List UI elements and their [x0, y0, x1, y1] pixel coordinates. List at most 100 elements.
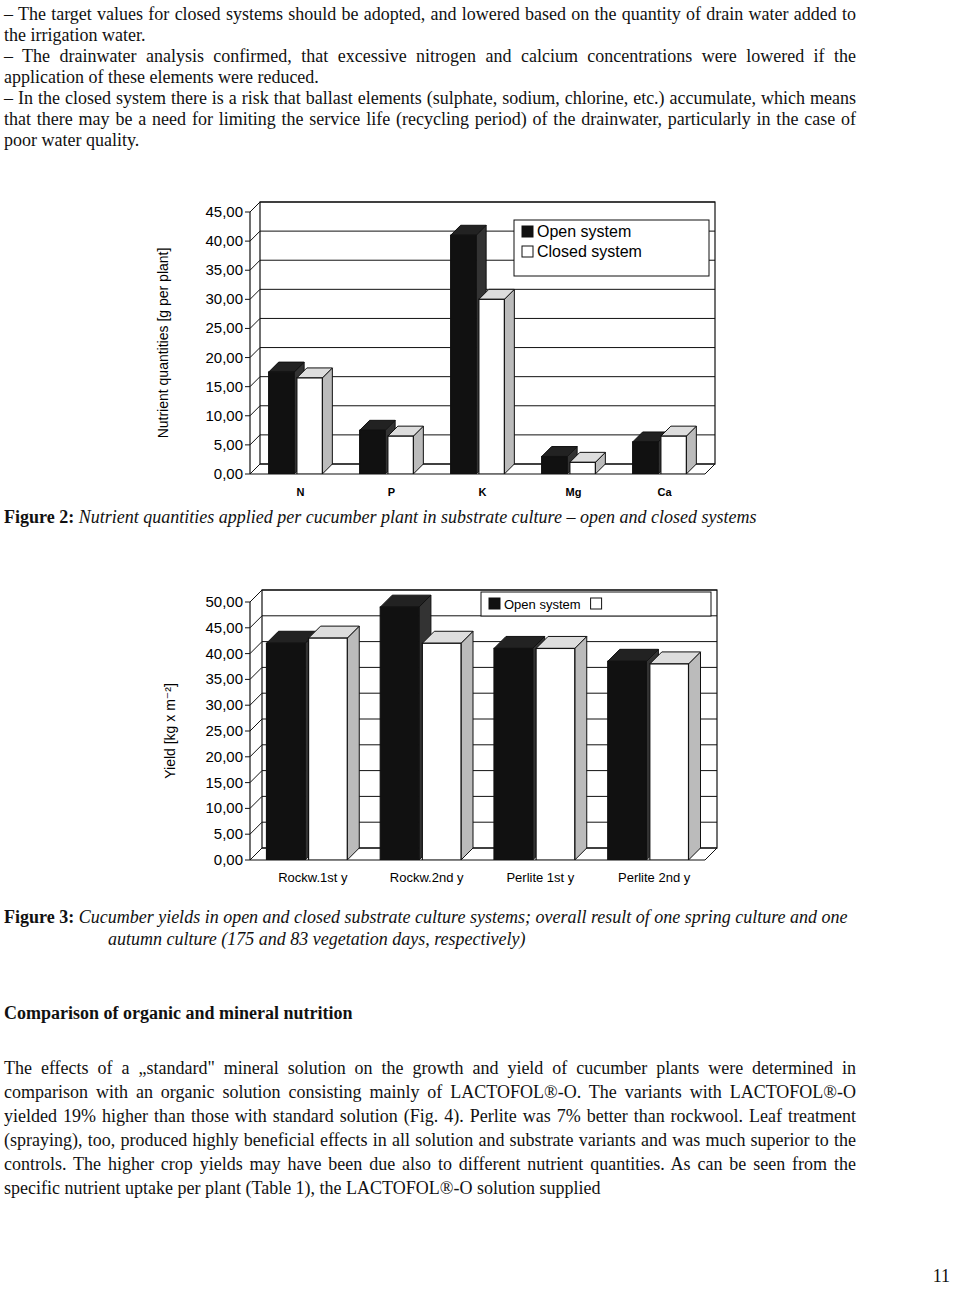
- tick-label: 20,00: [205, 748, 243, 765]
- tick-label: 10,00: [205, 799, 243, 816]
- bar: [536, 648, 575, 860]
- caption-label: Figure 3:: [4, 907, 74, 927]
- y-axis: [249, 212, 250, 474]
- caption-label: Figure 2:: [4, 507, 74, 527]
- axis-depth: [705, 848, 717, 860]
- tick: [245, 357, 250, 358]
- category-label: K: [479, 486, 487, 498]
- bar: [451, 235, 476, 474]
- bullet: – The target values for closed systems s…: [4, 4, 856, 46]
- bar-side: [689, 652, 701, 860]
- category-label: N: [297, 486, 305, 498]
- legend-label: Closed system: [537, 243, 642, 260]
- grid-line: [250, 719, 262, 731]
- tick-label: 35,00: [205, 670, 243, 687]
- grid-line: [250, 202, 260, 212]
- tick-label: 45,00: [205, 619, 243, 636]
- tick: [245, 731, 250, 732]
- bar-top: [360, 420, 395, 430]
- tick-label: 40,00: [205, 645, 243, 662]
- bar-top: [297, 368, 332, 378]
- tick: [245, 270, 250, 271]
- axis-depth: [705, 464, 715, 474]
- bar-top: [608, 649, 659, 661]
- grid-line: [250, 848, 262, 860]
- legend-box: [481, 592, 711, 616]
- bar-chart: 0,005,0010,0015,0020,0025,0030,0035,0040…: [150, 190, 740, 500]
- bar: [422, 643, 461, 860]
- category-label: Rockw.1st y: [278, 870, 348, 885]
- tick-label: 25,00: [205, 319, 243, 336]
- bar-top: [536, 636, 587, 648]
- bar: [479, 299, 504, 474]
- bar-top: [451, 225, 486, 235]
- grid-line: [250, 693, 262, 705]
- tick-label: 30,00: [205, 696, 243, 713]
- bar: [380, 607, 419, 860]
- axis-depth: [250, 848, 262, 860]
- legend-swatch: [591, 598, 602, 609]
- grid-line: [260, 202, 715, 203]
- tick-label: 25,00: [205, 722, 243, 739]
- tick: [245, 782, 250, 783]
- bar: [608, 661, 647, 860]
- bar: [297, 378, 322, 474]
- bullet: – In the closed system there is a risk t…: [4, 88, 856, 151]
- tick: [245, 808, 250, 809]
- tick-label: 0,00: [214, 851, 243, 868]
- bar: [570, 462, 595, 474]
- axis-label: Yield [kg x m⁻²]: [162, 683, 178, 779]
- tick-label: 45,00: [205, 203, 243, 220]
- grid-line: [250, 822, 262, 834]
- grid-line: [250, 796, 262, 808]
- grid-line: [250, 260, 260, 270]
- caption-text: Nutrient quantities applied per cucumber…: [74, 507, 756, 527]
- category-label: Mg: [566, 486, 582, 498]
- tick-label: 20,00: [205, 349, 243, 366]
- legend-label: Open system: [504, 597, 581, 612]
- tick: [245, 756, 250, 757]
- section-heading: Comparison of organic and mineral nutrit…: [4, 1003, 856, 1024]
- grid-line: [250, 590, 262, 602]
- bar-side: [347, 626, 359, 860]
- tick: [245, 328, 250, 329]
- bar-top: [542, 447, 577, 457]
- tick: [245, 474, 250, 475]
- bars: [266, 595, 700, 860]
- bar: [266, 643, 305, 860]
- bar-top: [269, 362, 304, 372]
- legend: Open systemClosed system: [514, 220, 709, 276]
- axis-label: Nutrient quantities [g per plant]: [155, 248, 171, 439]
- bar-top: [661, 426, 696, 436]
- bar-top: [494, 636, 545, 648]
- bar: [661, 436, 686, 474]
- legend-swatch: [522, 226, 533, 237]
- tick-label: 50,00: [205, 593, 243, 610]
- tick: [245, 602, 250, 603]
- tick: [245, 705, 250, 706]
- bar: [542, 457, 567, 474]
- category-label: Ca: [657, 486, 672, 498]
- category-label: Rockw.2nd y: [390, 870, 464, 885]
- bar: [633, 442, 658, 474]
- grid-line: [250, 406, 260, 416]
- bullet: – The drainwater analysis confirmed, tha…: [4, 46, 856, 88]
- grid-line: [250, 348, 260, 358]
- grid-line: [250, 642, 262, 654]
- bar-top: [570, 452, 605, 462]
- tick: [245, 653, 250, 654]
- category-label: Perlite 1st y: [506, 870, 574, 885]
- caption-text: Cucumber yields in open and closed subst…: [74, 907, 847, 949]
- page-number: 11: [920, 1266, 950, 1287]
- bar-top: [422, 631, 473, 643]
- tick: [245, 241, 250, 242]
- tick-label: 5,00: [214, 436, 243, 453]
- bar: [269, 372, 294, 474]
- grid-line: [250, 289, 260, 299]
- bar: [309, 638, 348, 860]
- grid-line: [262, 590, 717, 591]
- legend-box: [514, 220, 709, 276]
- bar-side: [461, 631, 473, 860]
- grid-line: [250, 435, 260, 445]
- bar: [650, 664, 689, 860]
